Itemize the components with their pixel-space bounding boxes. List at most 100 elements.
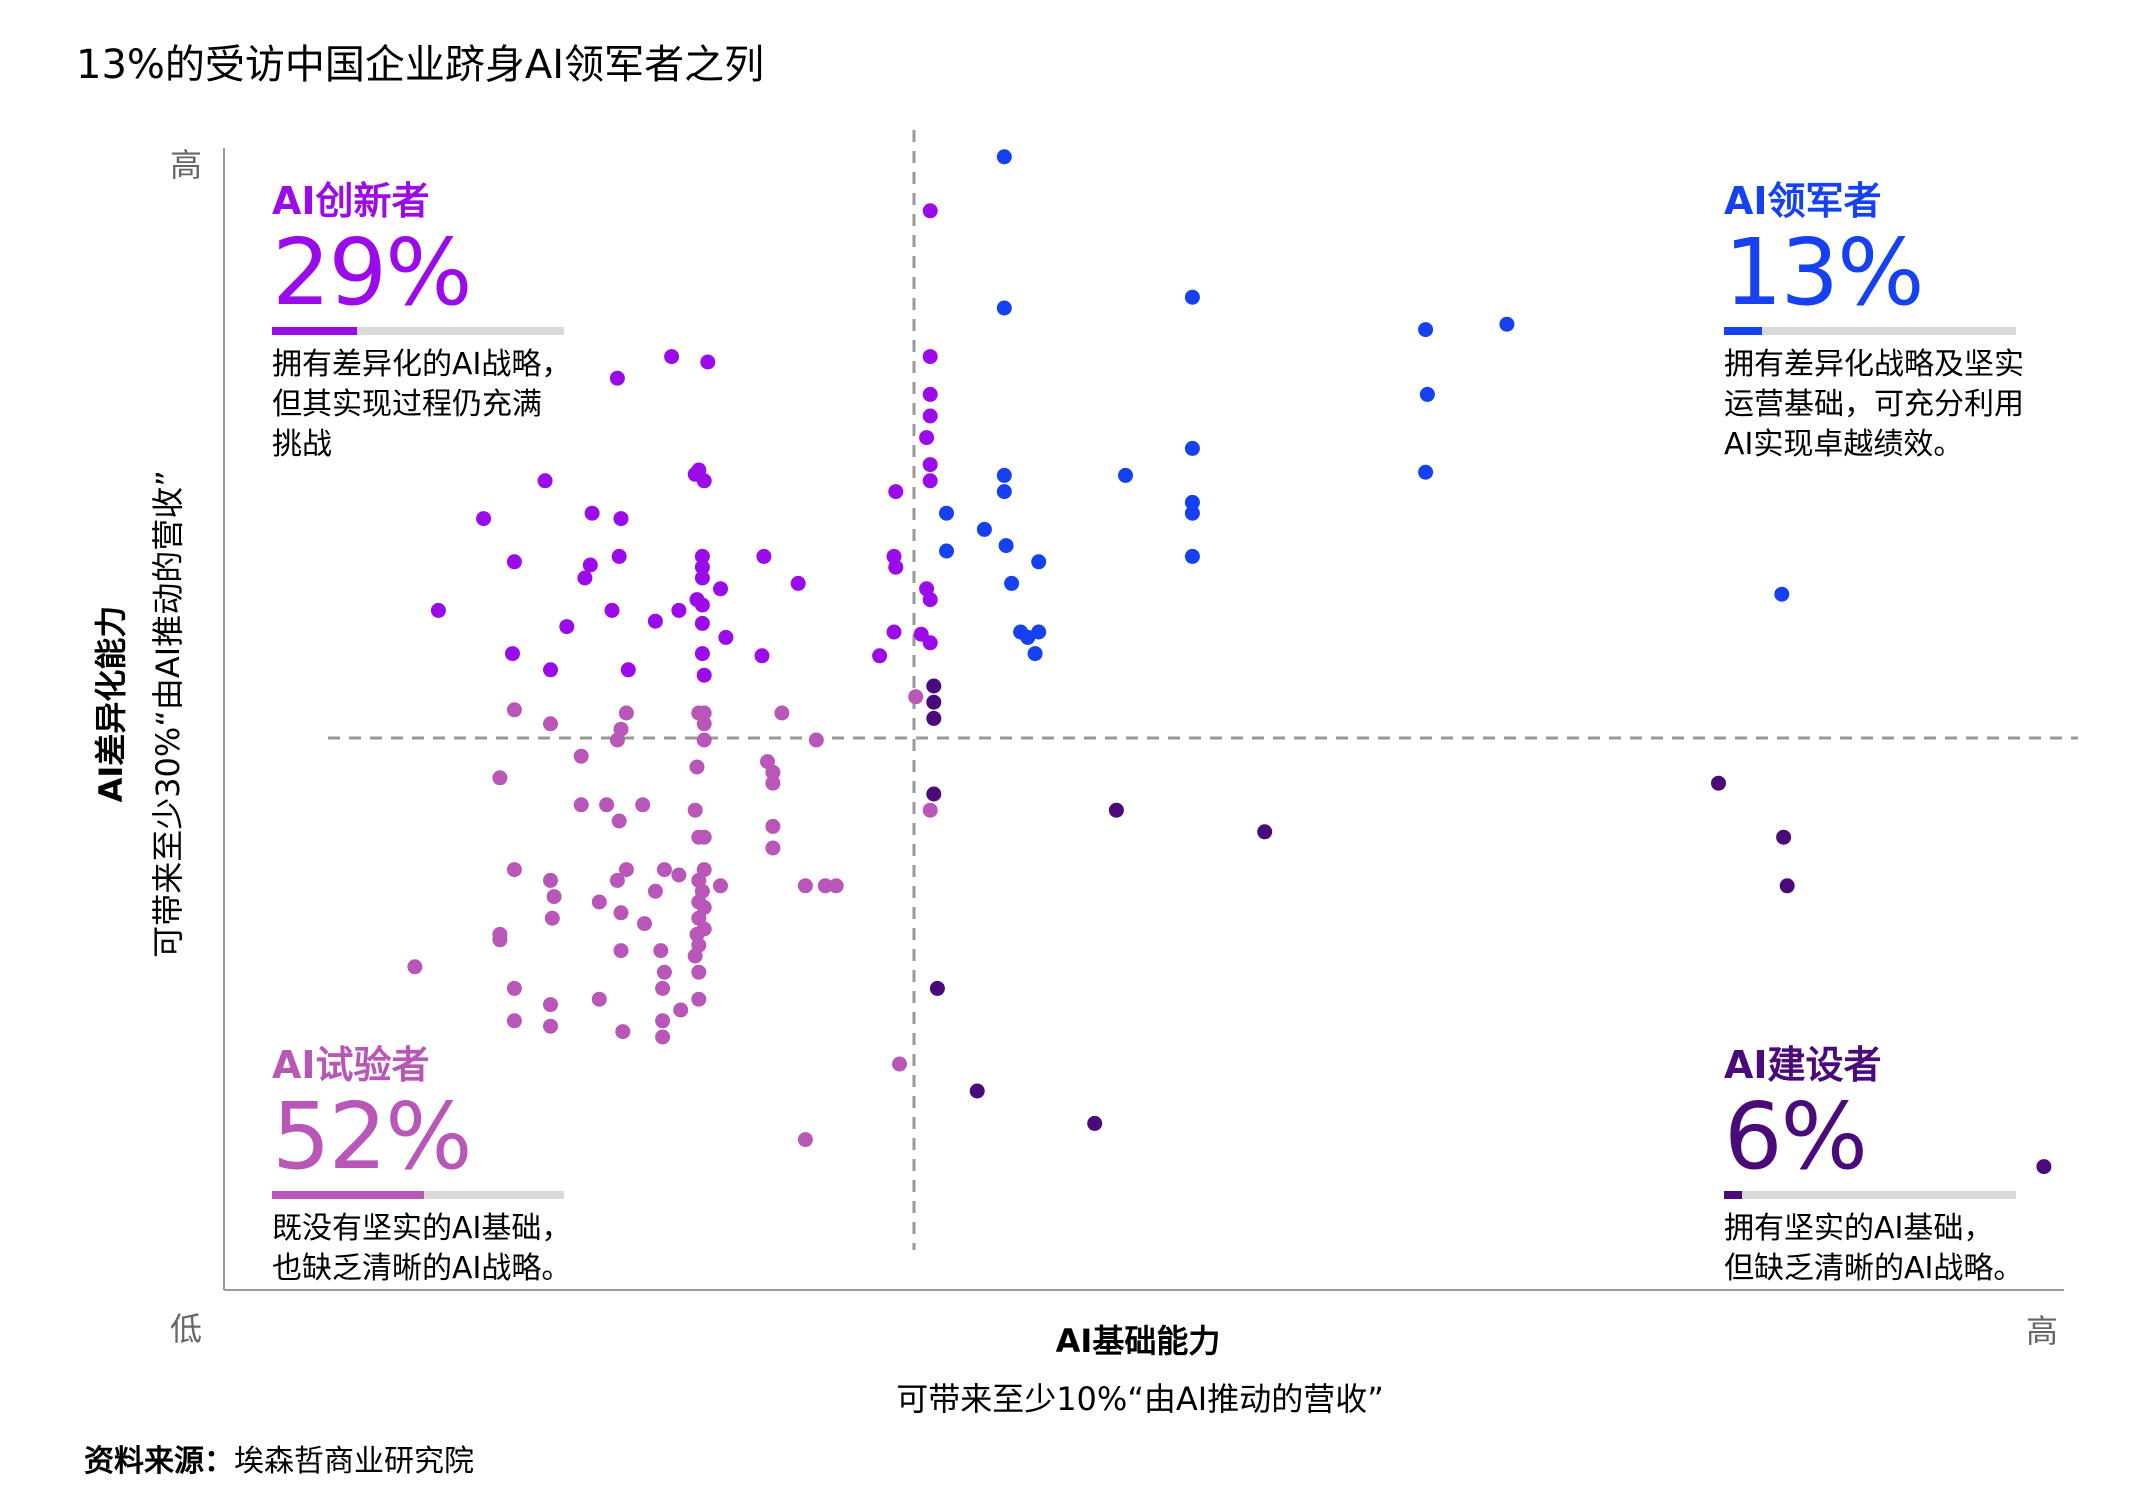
axes xyxy=(223,130,2078,1291)
data-point-innovator xyxy=(543,662,558,678)
data-point-innovator xyxy=(700,354,716,370)
data-point-experimenter xyxy=(573,748,589,764)
data-point-experimenter xyxy=(892,1056,907,1072)
quadrant-builder-label: AI建设者 xyxy=(1724,1043,1882,1087)
desc-line: 但其实现过程仍充满 xyxy=(272,387,542,422)
data-point-experimenter xyxy=(618,862,634,878)
quadrant-leader-bar xyxy=(1724,327,2016,335)
source-text: 埃森哲商业研究院 xyxy=(234,1444,474,1479)
data-point-leader xyxy=(1031,554,1047,570)
quadrant-builder-pct: 6% xyxy=(1724,1083,1868,1190)
data-point-experimenter xyxy=(609,732,625,748)
data-point-experimenter xyxy=(543,1018,558,1034)
data-point-innovator xyxy=(584,505,600,521)
data-point-builder xyxy=(1711,775,1726,791)
data-point-innovator xyxy=(604,602,620,618)
data-point-leader xyxy=(1184,505,1200,521)
data-point-builder xyxy=(969,1083,985,1099)
data-point-innovator xyxy=(559,619,575,635)
quadrant-innovator-label: AI创新者 xyxy=(272,179,430,223)
data-point-innovator xyxy=(888,559,904,575)
data-point-innovator xyxy=(886,624,902,640)
data-point-experimenter xyxy=(615,1024,631,1040)
data-point-innovator xyxy=(754,648,770,664)
data-point-innovator xyxy=(613,511,629,527)
data-point-experimenter xyxy=(765,840,781,856)
quadrant-experimenter-bar-fill xyxy=(272,1191,424,1199)
data-point-innovator xyxy=(506,554,522,570)
data-point-experimenter xyxy=(573,797,589,813)
desc-line: 挑战 xyxy=(272,427,332,462)
data-point-experimenter xyxy=(506,862,522,878)
data-point-innovator xyxy=(505,646,520,662)
data-point-experimenter xyxy=(673,1002,689,1018)
data-point-leader xyxy=(1184,289,1200,305)
data-point-experimenter xyxy=(599,797,615,813)
data-point-leader xyxy=(998,538,1014,554)
quadrant-experimenter-bar xyxy=(272,1191,564,1199)
data-point-innovator xyxy=(694,548,710,564)
data-point-experimenter xyxy=(691,991,707,1007)
data-point-experimenter xyxy=(774,705,790,721)
data-point-experimenter xyxy=(696,705,712,721)
data-point-innovator xyxy=(671,602,687,618)
quadrant-innovator: AI创新者 29% 拥有差异化的AI战略， 但其实现过程仍充满 挑战 xyxy=(272,170,571,465)
data-point-experimenter xyxy=(492,932,508,948)
quadrant-experimenter: AI试验者 52% 既没有坚实的AI基础， 也缺乏清晰的AI战略。 xyxy=(272,1034,571,1289)
data-point-experimenter xyxy=(908,689,924,705)
data-point-experimenter xyxy=(506,702,522,718)
data-point-leader xyxy=(1004,575,1020,591)
data-point-experimenter xyxy=(828,878,844,894)
data-point-builder xyxy=(929,980,945,996)
data-point-experimenter xyxy=(797,1132,813,1148)
data-point-experimenter xyxy=(543,716,558,732)
data-point-leader xyxy=(939,543,954,559)
data-point-innovator xyxy=(922,349,938,365)
data-point-experimenter xyxy=(647,883,663,899)
data-point-experimenter xyxy=(506,1013,522,1029)
data-point-leader xyxy=(996,300,1012,316)
data-point-leader xyxy=(939,505,954,521)
data-point-innovator xyxy=(922,592,938,608)
desc-line: 拥有差异化战略及坚实 xyxy=(1724,347,2024,382)
data-point-experimenter xyxy=(765,775,781,791)
data-point-experimenter xyxy=(653,943,669,959)
data-point-innovator xyxy=(694,646,710,662)
data-point-experimenter xyxy=(696,716,712,732)
desc-line: 运营基础，可充分利用 xyxy=(1724,387,2024,422)
quadrant-experimenter-label: AI试验者 xyxy=(272,1043,430,1087)
source-label: 资料来源： xyxy=(84,1444,234,1479)
desc-line: 但缺乏清晰的AI战略。 xyxy=(1724,1251,2024,1286)
data-point-innovator xyxy=(577,570,593,586)
data-point-experimenter xyxy=(655,1029,671,1045)
data-point-innovator xyxy=(664,349,680,365)
data-point-leader xyxy=(1118,467,1133,483)
quadrant-builder-bar xyxy=(1724,1191,2016,1199)
desc-line: 也缺乏清晰的AI战略。 xyxy=(272,1251,572,1286)
y-axis-high-tick: 高 xyxy=(170,146,203,184)
axis-low-tick: 低 xyxy=(170,1310,203,1348)
desc-line: AI实现卓越绩效。 xyxy=(1724,427,1964,462)
data-point-leader xyxy=(996,149,1012,165)
data-point-experimenter xyxy=(808,732,824,748)
data-point-leader xyxy=(1418,464,1434,480)
data-point-innovator xyxy=(582,557,598,573)
quadrant-leader-pct: 13% xyxy=(1724,219,1924,326)
desc-line: 既没有坚实的AI基础， xyxy=(272,1211,572,1246)
data-point-experimenter xyxy=(635,797,651,813)
data-point-innovator xyxy=(888,484,904,500)
desc-line: 拥有坚实的AI基础， xyxy=(1724,1211,1994,1246)
data-point-experimenter xyxy=(492,770,508,786)
data-point-leader xyxy=(1184,440,1200,456)
data-point-innovator xyxy=(689,592,705,608)
data-point-experimenter xyxy=(656,862,672,878)
data-point-experimenter xyxy=(656,964,672,980)
x-axis-sublabel: 可带来至少10%“由AI推动的营收” xyxy=(896,1380,1384,1418)
data-point-experimenter xyxy=(543,997,558,1013)
data-point-experimenter xyxy=(655,980,671,996)
chart-title: 13%的受访中国企业跻身AI领军者之列 xyxy=(76,42,765,88)
data-point-innovator xyxy=(872,648,888,664)
data-point-experimenter xyxy=(922,802,938,818)
data-point-innovator xyxy=(713,581,728,597)
